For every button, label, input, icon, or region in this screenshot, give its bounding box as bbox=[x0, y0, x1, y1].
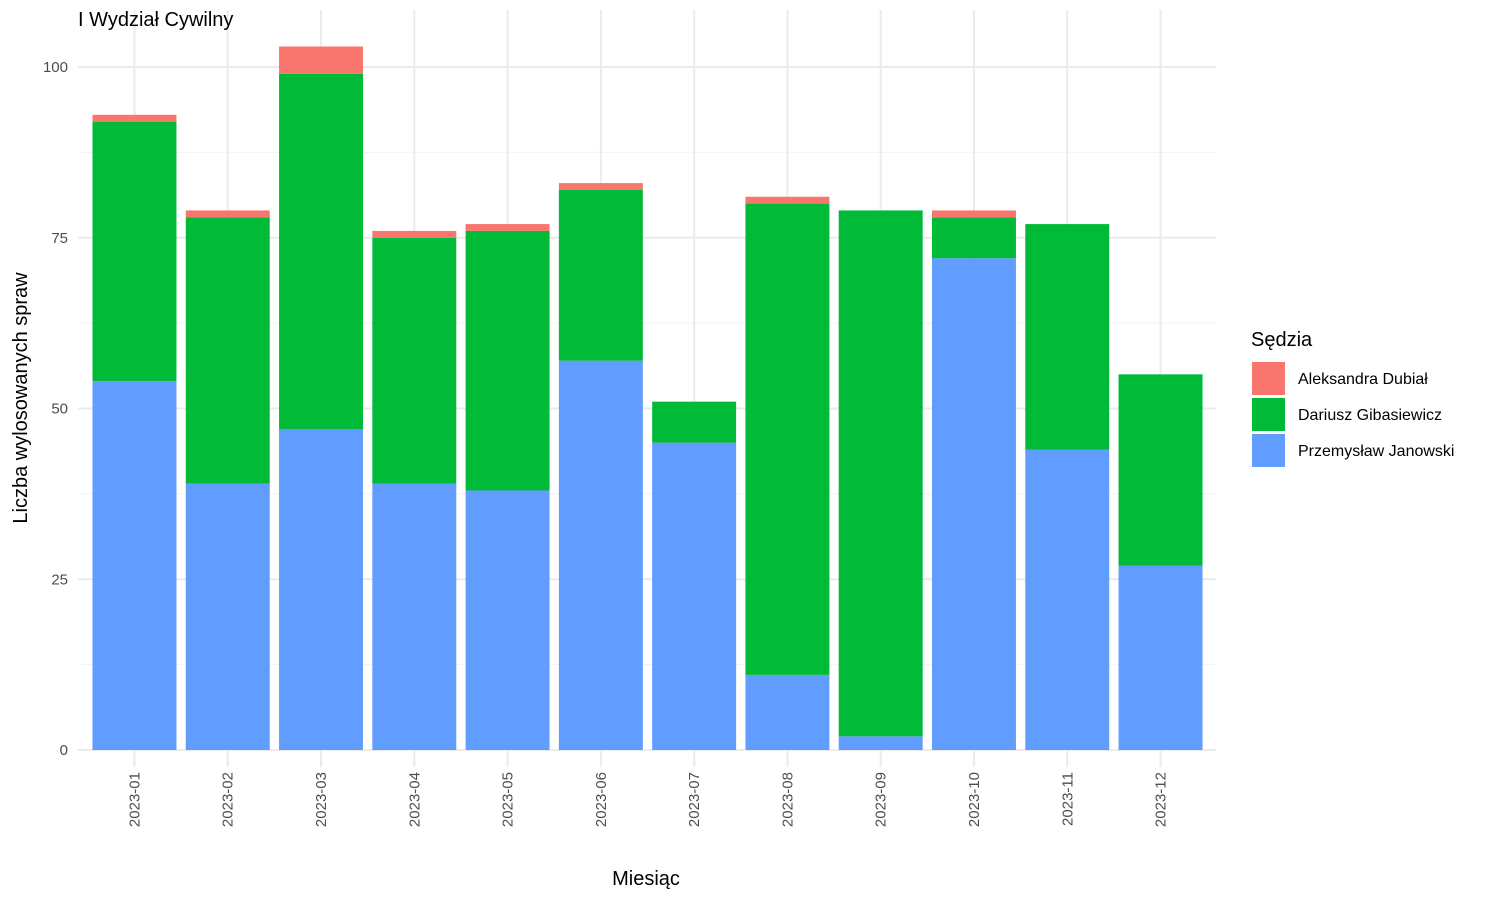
y-tick-label: 0 bbox=[60, 742, 68, 759]
legend-label: Przemysław Janowski bbox=[1298, 443, 1454, 460]
chart-title: I Wydział Cywilny bbox=[78, 9, 233, 31]
bar-segment bbox=[745, 203, 830, 675]
legend-title: Sędzia bbox=[1251, 329, 1313, 351]
bar-segment bbox=[1025, 449, 1110, 750]
bar-segment bbox=[652, 401, 737, 443]
x-tick-label: 2023-01 bbox=[126, 772, 143, 827]
bar-segment bbox=[1118, 565, 1203, 750]
bar-segment bbox=[185, 210, 270, 218]
bar-segment bbox=[652, 442, 737, 750]
bar-segment bbox=[92, 114, 177, 122]
legend-label: Aleksandra Dubiał bbox=[1298, 371, 1428, 388]
x-tick-label: 2023-03 bbox=[313, 772, 330, 827]
x-axis-title: Miesiąc bbox=[612, 868, 680, 890]
bar-segment bbox=[558, 360, 643, 750]
bar-segment bbox=[92, 121, 177, 382]
bar-segment bbox=[558, 183, 643, 190]
bar-segment bbox=[1025, 224, 1110, 450]
bar-segment bbox=[1118, 374, 1203, 566]
legend-label: Dariusz Gibasiewicz bbox=[1298, 407, 1442, 424]
legend-items: Aleksandra Dubiał Dariusz Gibasiewicz Prze… bbox=[1252, 362, 1454, 467]
legend-swatch bbox=[1252, 362, 1285, 395]
bar-segment bbox=[279, 73, 363, 429]
bar-segment bbox=[372, 483, 457, 750]
legend-swatch bbox=[1252, 434, 1285, 467]
bar-segment bbox=[279, 428, 363, 750]
bar-segment bbox=[465, 224, 550, 231]
bar-segment bbox=[372, 237, 457, 484]
x-tick-label: 2023-09 bbox=[873, 772, 890, 827]
bar-segment bbox=[465, 230, 550, 491]
y-axis-title: Liczba wylosowanych spraw bbox=[10, 272, 32, 524]
bar-segment bbox=[185, 483, 270, 750]
bar-segment bbox=[372, 230, 457, 238]
legend-swatch bbox=[1252, 398, 1285, 431]
x-tick-label: 2023-04 bbox=[406, 772, 423, 827]
x-tick-label: 2023-05 bbox=[500, 772, 517, 827]
bars bbox=[92, 46, 1203, 750]
bar-segment bbox=[745, 674, 830, 750]
bar-segment bbox=[838, 736, 923, 750]
bar-segment bbox=[932, 210, 1016, 218]
x-tick-label: 2023-10 bbox=[966, 772, 983, 827]
y-tick-label: 100 bbox=[43, 59, 68, 76]
x-tick-label: 2023-11 bbox=[1059, 772, 1076, 826]
bar-segment bbox=[745, 196, 830, 204]
x-tick-label: 2023-08 bbox=[779, 772, 796, 827]
legend: Sędzia Aleksandra Dubiał Dariusz Gibasiew… bbox=[1251, 329, 1454, 467]
x-tick-label: 2023-06 bbox=[593, 772, 610, 827]
x-tick-label: 2023-07 bbox=[686, 772, 703, 827]
bar-segment bbox=[558, 189, 643, 361]
bar-segment bbox=[465, 490, 550, 750]
y-tick-label: 75 bbox=[51, 230, 68, 247]
bar-segment bbox=[92, 381, 177, 750]
x-axis-ticks: 2023-01 2023-02 2023-03 2023-04 2023-05 2023-… bbox=[126, 772, 1169, 827]
x-tick-label: 2023-02 bbox=[220, 772, 237, 827]
bar-segment bbox=[932, 217, 1016, 259]
y-tick-label: 50 bbox=[51, 401, 68, 418]
bar-segment bbox=[279, 46, 363, 74]
y-tick-label: 25 bbox=[51, 571, 68, 588]
x-tick-label: 2023-12 bbox=[1153, 772, 1170, 827]
bar-segment bbox=[932, 258, 1016, 750]
y-axis-ticks: 0 25 50 75 100 bbox=[43, 59, 68, 759]
bar-segment bbox=[185, 217, 270, 484]
bar-segment bbox=[838, 210, 923, 737]
